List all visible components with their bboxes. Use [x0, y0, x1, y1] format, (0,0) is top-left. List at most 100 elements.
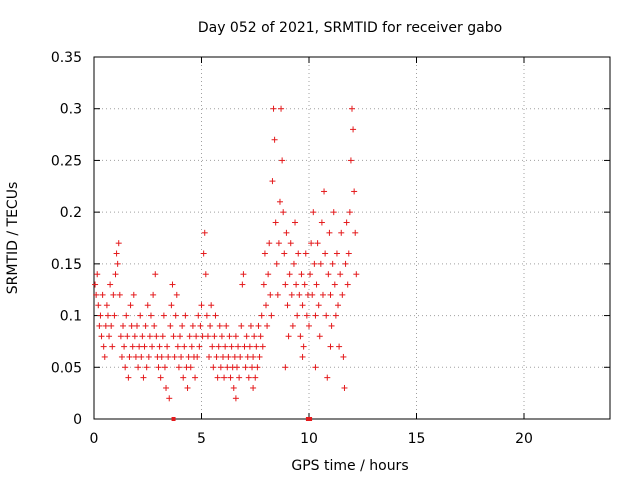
data-point	[211, 333, 218, 340]
data-point	[252, 374, 259, 381]
data-point	[160, 312, 167, 319]
data-point	[165, 353, 172, 360]
data-point	[324, 374, 331, 381]
data-point	[352, 229, 359, 236]
data-point	[241, 343, 248, 350]
data-point	[236, 374, 243, 381]
data-point	[128, 322, 135, 329]
data-point	[253, 343, 260, 350]
data-point	[296, 291, 303, 298]
axis-marker	[171, 417, 176, 421]
data-point	[224, 364, 231, 371]
data-point	[113, 250, 120, 257]
data-point	[127, 302, 134, 309]
data-point	[107, 281, 114, 288]
data-point	[290, 260, 297, 267]
y-axis-title: SRMTID / TECUs	[5, 182, 21, 295]
data-point	[312, 312, 319, 319]
data-point	[123, 312, 130, 319]
data-point	[172, 312, 179, 319]
data-point	[99, 291, 106, 298]
data-point	[331, 281, 338, 288]
data-point	[295, 250, 302, 257]
data-point	[140, 374, 147, 381]
data-point	[195, 312, 202, 319]
data-point	[216, 322, 223, 329]
data-point	[349, 105, 355, 112]
data-point	[152, 271, 159, 278]
data-point	[220, 353, 226, 360]
data-point	[214, 374, 221, 381]
data-point	[308, 240, 315, 247]
data-point	[342, 260, 349, 267]
data-point	[239, 281, 246, 288]
data-point	[209, 343, 216, 350]
axis-markers	[171, 417, 313, 421]
data-point	[144, 302, 151, 309]
data-point	[210, 364, 217, 371]
data-point	[174, 343, 181, 350]
data-point	[213, 353, 220, 360]
data-point	[217, 364, 224, 371]
data-point	[178, 353, 185, 360]
data-point	[200, 250, 207, 257]
data-point	[284, 302, 291, 309]
data-point	[329, 260, 336, 267]
data-point	[153, 333, 160, 340]
data-point	[286, 271, 293, 278]
data-point	[198, 302, 205, 309]
data-point	[187, 364, 194, 371]
data-point	[142, 322, 149, 329]
data-point	[232, 333, 239, 340]
data-point	[130, 291, 137, 298]
data-point	[350, 126, 357, 133]
data-point	[136, 343, 143, 350]
data-point	[288, 291, 295, 298]
data-point	[327, 291, 334, 298]
data-point	[307, 271, 314, 278]
data-point	[353, 271, 360, 278]
data-point	[330, 209, 337, 216]
data-point	[170, 333, 177, 340]
data-point	[151, 322, 158, 329]
data-point	[196, 343, 203, 350]
axis-marker	[308, 417, 313, 421]
data-point	[167, 322, 174, 329]
data-point	[95, 302, 102, 309]
data-point	[199, 333, 206, 340]
data-point	[169, 281, 176, 288]
data-point	[134, 322, 140, 329]
data-point	[279, 157, 286, 164]
data-point	[337, 271, 344, 278]
data-point	[206, 353, 213, 360]
data-point	[237, 353, 244, 360]
data-point	[322, 250, 329, 257]
data-point	[124, 333, 131, 340]
data-point	[125, 374, 132, 381]
data-point	[318, 219, 325, 226]
data-point	[103, 302, 110, 309]
data-point	[344, 281, 351, 288]
data-point	[150, 291, 157, 298]
y-tick-label: 0.15	[51, 257, 82, 273]
data-point	[100, 343, 107, 350]
data-point	[137, 312, 144, 319]
y-tick-label: 0.35	[51, 50, 82, 66]
data-point	[118, 353, 125, 360]
data-point	[246, 343, 253, 350]
data-point	[312, 364, 319, 371]
data-point	[343, 219, 350, 226]
data-point	[243, 333, 250, 340]
data-point	[278, 105, 285, 112]
data-point	[269, 178, 276, 185]
data-point	[283, 229, 290, 236]
data-point	[121, 343, 128, 350]
grid-lines	[94, 57, 610, 419]
data-point	[203, 312, 210, 319]
data-point	[129, 343, 136, 350]
data-point	[102, 322, 109, 329]
data-point	[346, 209, 353, 216]
data-point	[301, 281, 308, 288]
data-point	[306, 322, 312, 329]
data-point	[341, 384, 348, 391]
